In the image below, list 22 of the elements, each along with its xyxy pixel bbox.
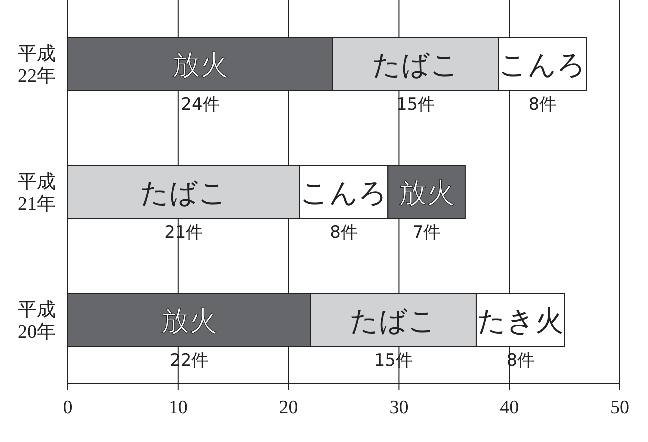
annotation: たき火 xyxy=(478,304,564,338)
data-label: 24件 xyxy=(181,95,220,115)
annotation: こんろ xyxy=(300,176,388,210)
x-tick-label: 40 xyxy=(500,397,520,418)
annotation: たばこ xyxy=(372,48,460,82)
x-tick-label: 0 xyxy=(63,397,73,418)
annotation: 放火 xyxy=(161,304,218,338)
y-tick-label: 平成22年 xyxy=(18,44,56,87)
x-tick-label: 10 xyxy=(168,397,188,418)
annotation: 放火 xyxy=(398,176,455,210)
annotation: 放火 xyxy=(172,48,228,82)
y-tick-label: 平成21年 xyxy=(18,172,56,215)
x-tick-label: 30 xyxy=(390,397,409,418)
y-tick-label: 平成20年 xyxy=(18,300,56,343)
data-label: 8件 xyxy=(528,95,557,115)
data-label: 7件 xyxy=(412,223,441,243)
annotation: たばこ xyxy=(140,176,228,210)
x-tick-label: 50 xyxy=(610,397,630,418)
data-label: 8件 xyxy=(330,223,358,243)
annotation: こんろ xyxy=(499,48,586,82)
x-tick-label: 20 xyxy=(279,397,298,418)
annotation: たばこ xyxy=(350,304,438,338)
